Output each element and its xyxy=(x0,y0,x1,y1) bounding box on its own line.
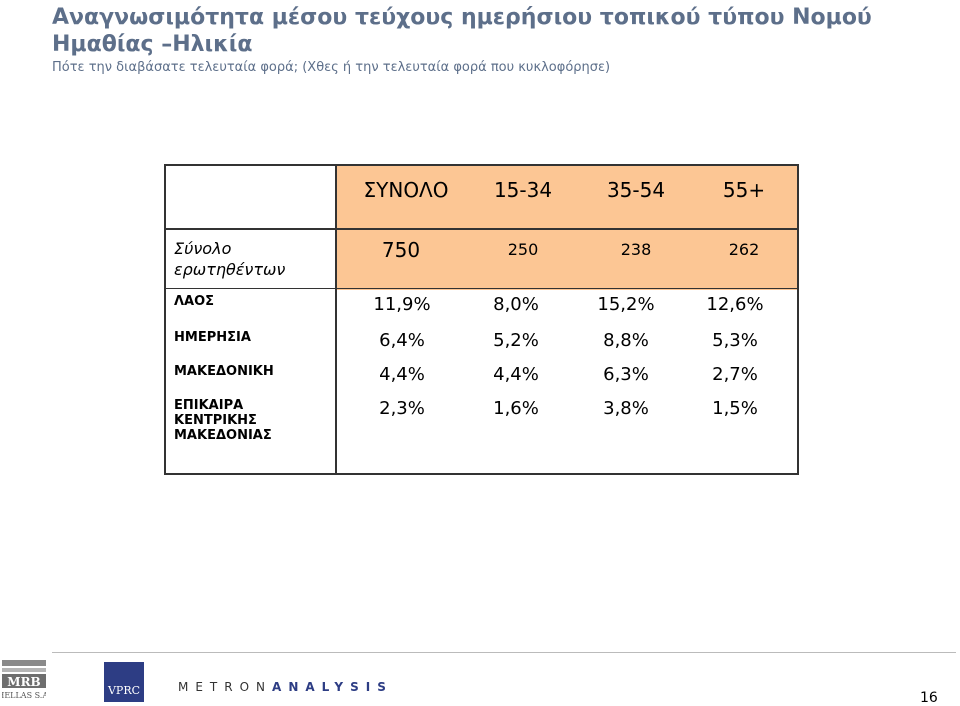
table-cell: 2,7% xyxy=(712,364,758,385)
base-row-label-line2: ερωτηθέντων xyxy=(174,260,286,279)
table-cell: 15,2% xyxy=(597,294,655,315)
table-cell: 6,3% xyxy=(603,364,649,385)
row-label-line: ΜΑΚΕΔΟΝΙΑΣ xyxy=(174,428,272,443)
page-title: Αναγνωσιμότητα μέσου τεύχους ημερήσιου τ… xyxy=(52,4,957,58)
vprc-logo-graphic: VPRC xyxy=(104,662,144,702)
mrb-logo: MRB HELLAS S.A. xyxy=(0,660,51,700)
row-label-line: ΚΕΝΤΡΙΚΗΣ xyxy=(174,413,257,428)
table-cell: 4,4% xyxy=(493,364,539,385)
table-cell: 2,3% xyxy=(379,398,425,419)
row-label-imerisia: ΗΜΕΡΗΣΙΑ xyxy=(174,330,251,345)
readership-table: ΣΥΝΟΛΟ 15-34 35-54 55+ Σύνολο ερωτηθέντω… xyxy=(164,164,799,475)
footer-divider xyxy=(52,652,956,653)
metron-logo-part1: METRON xyxy=(178,680,273,694)
base-55plus: 262 xyxy=(728,240,760,259)
metron-analysis-logo: METRONANALYSIS xyxy=(178,680,393,694)
table-cell: 8,8% xyxy=(603,330,649,351)
table-cell: 11,9% xyxy=(373,294,431,315)
base-35-54: 238 xyxy=(620,240,652,259)
col-header-35-54: 35-54 xyxy=(606,178,666,202)
table-divider-base xyxy=(166,288,797,289)
table-cell: 8,0% xyxy=(493,294,539,315)
page-subtitle: Πότε την διαβάσατε τελευταία φορά; (Χθες… xyxy=(52,60,611,75)
table-divider-vertical xyxy=(335,166,337,473)
table-cell: 6,4% xyxy=(379,330,425,351)
metron-logo-part2: ANALYSIS xyxy=(272,680,393,694)
page-title-line1: Αναγνωσιμότητα μέσου τεύχους ημερήσιου τ… xyxy=(52,5,872,30)
row-label-epikaira: ΕΠΙΚΑΙΡΑ ΚΕΝΤΡΙΚΗΣ ΜΑΚΕΔΟΝΙΑΣ xyxy=(174,398,272,443)
col-header-55plus: 55+ xyxy=(722,178,766,202)
base-row-label: Σύνολο ερωτηθέντων xyxy=(174,238,285,280)
table-cell: 1,6% xyxy=(493,398,539,419)
page-number: 16 xyxy=(920,690,938,706)
vprc-logo-text: VPRC xyxy=(107,684,140,697)
table-cell: 5,3% xyxy=(712,330,758,351)
row-label-line: ΕΠΙΚΑΙΡΑ xyxy=(174,398,244,413)
table-divider-header xyxy=(166,228,797,230)
table-cell: 5,2% xyxy=(493,330,539,351)
base-15-34: 250 xyxy=(507,240,539,259)
base-total: 750 xyxy=(381,238,421,262)
mrb-logo-text: MRB xyxy=(7,675,40,689)
vprc-logo: VPRC xyxy=(104,662,144,702)
mrb-logo-graphic: MRB HELLAS S.A. xyxy=(0,660,51,700)
table-cell: 3,8% xyxy=(603,398,649,419)
table-cell: 1,5% xyxy=(712,398,758,419)
page-title-line2: Ημαθίας –Ηλικία xyxy=(52,32,253,57)
base-row-label-line1: Σύνολο xyxy=(174,239,232,258)
mrb-logo-subtext: HELLAS S.A. xyxy=(2,691,46,700)
col-header-total: ΣΥΝΟΛΟ xyxy=(363,178,449,202)
row-label-laos: ΛΑΟΣ xyxy=(174,294,215,309)
col-header-15-34: 15-34 xyxy=(493,178,553,202)
table-cell: 4,4% xyxy=(379,364,425,385)
table-cell: 12,6% xyxy=(706,294,764,315)
row-label-makedoniki: ΜΑΚΕΔΟΝΙΚΗ xyxy=(174,364,274,379)
